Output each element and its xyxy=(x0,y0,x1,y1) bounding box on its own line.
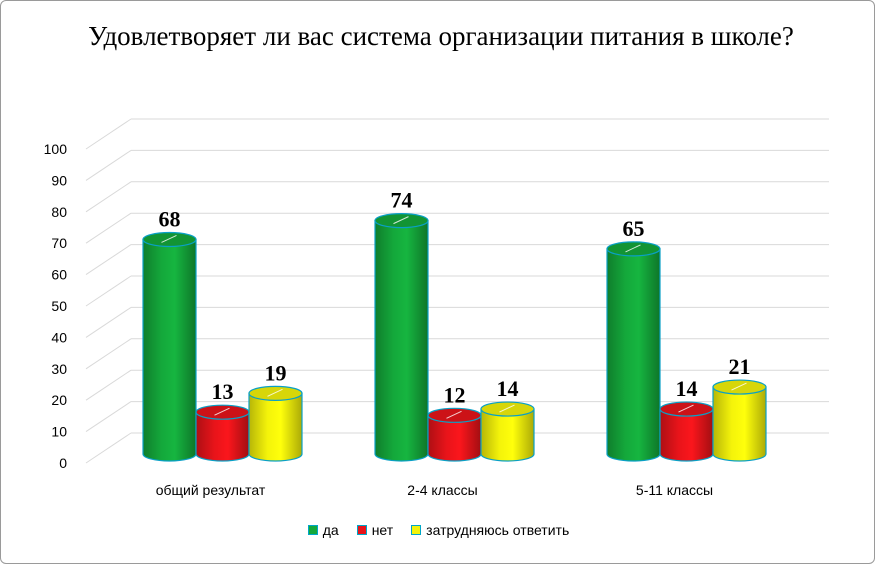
bar-body xyxy=(427,414,482,462)
bar-body xyxy=(480,408,535,462)
grid-line-diag xyxy=(85,149,132,181)
data-label-leader xyxy=(731,382,747,391)
bar-top xyxy=(606,241,661,257)
y-tick-label: 60 xyxy=(51,267,67,283)
y-tick-label: 50 xyxy=(51,298,67,314)
grid-line-diag xyxy=(85,275,132,307)
x-category-label: 5-11 классы xyxy=(636,482,713,498)
data-label: 14 xyxy=(676,376,698,401)
chart-legend: да нет затрудняюсь ответить xyxy=(1,522,874,538)
grid-line-diag xyxy=(85,244,132,276)
grid-line-diag xyxy=(85,369,132,401)
y-tick-label: 100 xyxy=(44,141,68,157)
legend-swatch xyxy=(307,525,318,535)
grid-line-diag xyxy=(85,212,132,244)
data-label: 14 xyxy=(497,376,519,401)
y-tick-label: 20 xyxy=(51,392,67,408)
x-category-label: 2-4 классы xyxy=(407,482,477,498)
grid-line-diag xyxy=(85,338,132,370)
data-label: 74 xyxy=(391,188,413,213)
legend-label: затрудняюсь ответить xyxy=(426,522,570,538)
data-label: 13 xyxy=(212,379,234,404)
bar-top xyxy=(427,407,482,423)
data-label: 21 xyxy=(729,354,751,379)
data-label-leader xyxy=(214,407,230,416)
data-label-leader xyxy=(499,404,515,413)
data-label-leader xyxy=(267,388,283,397)
bar-body xyxy=(606,248,661,462)
data-label-leader xyxy=(678,404,694,413)
data-label: 19 xyxy=(265,360,287,385)
grid-line-diag xyxy=(85,306,132,338)
data-label: 12 xyxy=(444,382,466,407)
legend-item: затрудняюсь ответить xyxy=(411,522,569,538)
y-tick-label: 10 xyxy=(51,424,67,440)
bar-top xyxy=(248,385,303,401)
legend-swatch xyxy=(356,525,367,535)
y-tick-label: 40 xyxy=(51,329,67,345)
y-tick-label: 90 xyxy=(51,172,67,188)
legend-item: да xyxy=(307,522,339,538)
bar-top xyxy=(480,401,535,417)
legend-label: да xyxy=(322,522,339,538)
data-label-leader xyxy=(161,235,177,243)
chart-title: Удовлетворяет ли вас система организации… xyxy=(88,21,794,51)
data-label-leader xyxy=(446,410,462,419)
bar-body xyxy=(248,392,303,462)
bar-body xyxy=(374,220,429,462)
data-label: 65 xyxy=(623,216,645,241)
legend-label: нет xyxy=(371,522,394,538)
y-tick-label: 30 xyxy=(51,361,67,377)
legend-item: нет xyxy=(356,522,394,538)
y-tick-label: 80 xyxy=(51,204,67,220)
bar-top xyxy=(659,401,714,417)
y-tick-label: 0 xyxy=(59,455,67,471)
data-label-leader xyxy=(625,244,641,253)
bar-body xyxy=(659,408,714,462)
x-category-label: общий результат xyxy=(156,482,266,498)
bar-top xyxy=(712,379,767,395)
grid-line-diag xyxy=(85,118,132,150)
bar-body xyxy=(142,238,197,462)
bar-body xyxy=(712,386,767,462)
grid-line-diag xyxy=(85,181,132,213)
grid-line-diag xyxy=(85,432,132,464)
bar-top xyxy=(195,404,250,420)
bar-top xyxy=(142,231,197,248)
bar-body xyxy=(195,411,250,462)
y-tick-label: 70 xyxy=(51,235,67,251)
bar-top xyxy=(374,213,429,229)
data-label-leader xyxy=(393,216,409,225)
legend-swatch xyxy=(411,525,422,535)
data-label: 68 xyxy=(159,206,181,231)
grid-line-diag xyxy=(85,401,132,433)
